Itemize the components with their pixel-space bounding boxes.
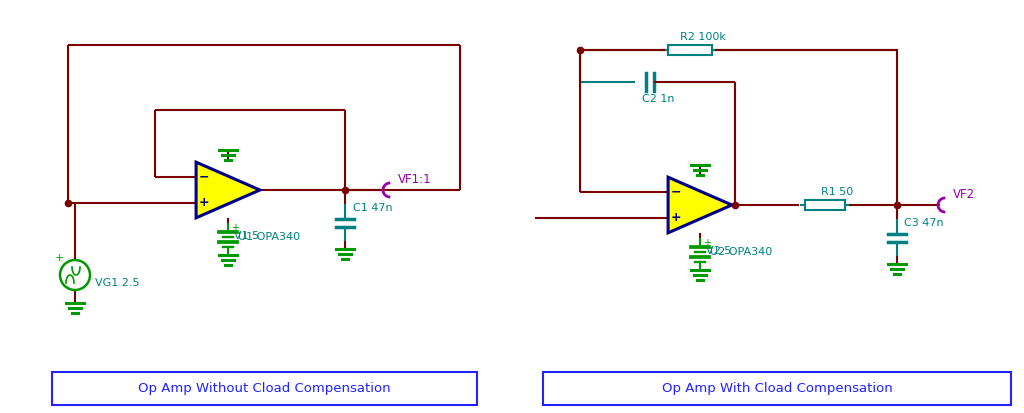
- Text: VF1:1: VF1:1: [398, 173, 432, 186]
- Text: VG1 2.5: VG1 2.5: [95, 278, 139, 288]
- Text: +: +: [199, 196, 210, 209]
- Text: VF2: VF2: [953, 188, 975, 201]
- Text: C1 47n: C1 47n: [353, 203, 392, 213]
- Text: R2 100k: R2 100k: [680, 32, 726, 42]
- Text: +: +: [703, 238, 711, 248]
- Text: C3 47n: C3 47n: [904, 218, 944, 228]
- Text: Op Amp With Cload Compensation: Op Amp With Cload Compensation: [662, 382, 892, 395]
- Text: +: +: [231, 223, 239, 233]
- Text: V2 5: V2 5: [706, 246, 731, 256]
- Polygon shape: [197, 162, 260, 218]
- Polygon shape: [668, 177, 732, 233]
- Bar: [805, 200, 845, 210]
- Text: +: +: [671, 211, 681, 224]
- Text: +: +: [54, 253, 63, 263]
- Bar: [543, 372, 1011, 405]
- Text: U2 OPA340: U2 OPA340: [710, 247, 772, 257]
- Text: C2 1n: C2 1n: [642, 94, 675, 104]
- Text: V1 5: V1 5: [234, 231, 259, 241]
- Text: U1 OPA340: U1 OPA340: [238, 232, 300, 242]
- Text: Op Amp Without Cload Compensation: Op Amp Without Cload Compensation: [138, 382, 391, 395]
- Bar: [668, 45, 712, 55]
- Text: −: −: [199, 171, 209, 184]
- Bar: [52, 372, 477, 405]
- Text: −: −: [671, 186, 681, 199]
- Text: R1 50: R1 50: [821, 187, 853, 197]
